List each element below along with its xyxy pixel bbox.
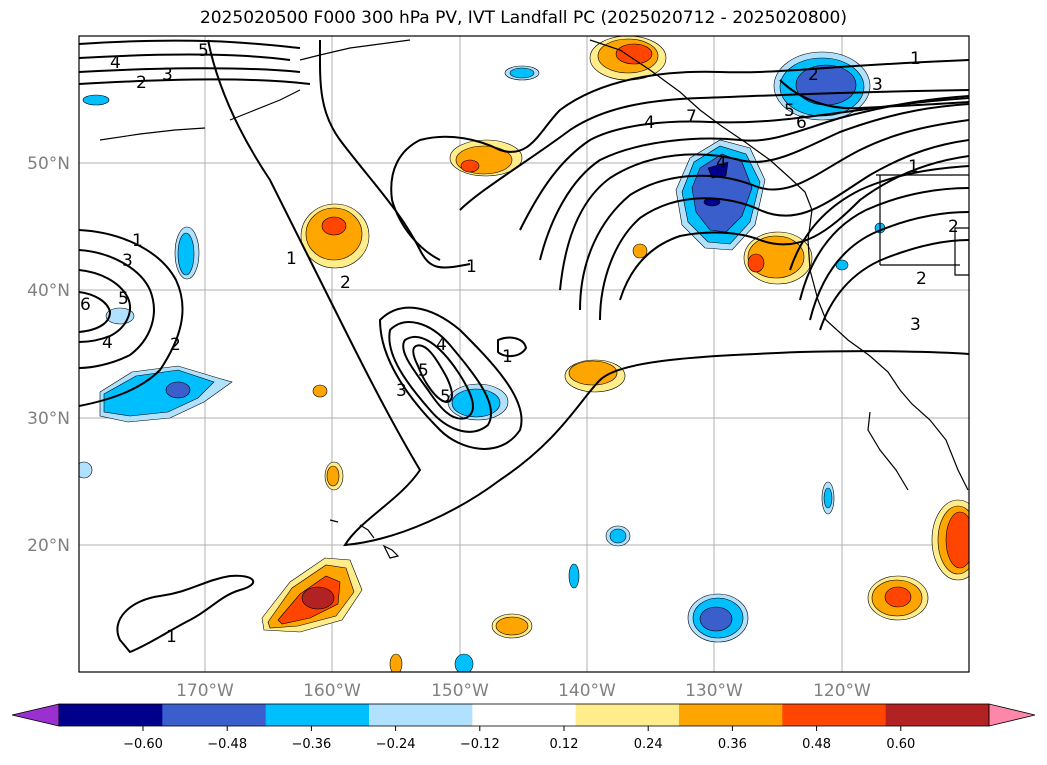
positive-anomaly-shading bbox=[261, 36, 969, 672]
contour-label: 1 bbox=[132, 231, 143, 251]
colorbar-tick-label: 0.12 bbox=[550, 737, 579, 752]
colorbar-cell bbox=[59, 704, 163, 726]
colorbar-cell bbox=[369, 704, 473, 726]
contour-label: 4 bbox=[644, 113, 655, 133]
lon-label: 160°W bbox=[303, 681, 361, 701]
contour-label: 3 bbox=[396, 381, 407, 401]
contour-label: 5 bbox=[784, 101, 795, 121]
contour-label: 2 bbox=[808, 65, 819, 85]
colorbar-cell bbox=[679, 704, 783, 726]
lat-label: 40°N bbox=[27, 281, 70, 301]
colorbar-cell bbox=[575, 704, 680, 726]
lat-label: 50°N bbox=[27, 154, 70, 174]
contour-label: 5 bbox=[118, 289, 129, 309]
contour-label: 3 bbox=[872, 75, 883, 95]
negative-anomaly-shading bbox=[79, 51, 886, 672]
contour-label: 5 bbox=[440, 387, 451, 407]
lat-label: 30°N bbox=[27, 409, 70, 429]
contour-labels: 4 5 3 2 5 1 1 2 3 4 6 5 4 2 1 2 4 5 3 1 … bbox=[80, 41, 959, 647]
colorbar-tick-label: 0.24 bbox=[634, 737, 663, 752]
contour-label: 7 bbox=[686, 107, 697, 127]
contour-label: 2 bbox=[916, 269, 927, 289]
contour-label: 6 bbox=[80, 295, 91, 315]
contour-label: 4 bbox=[436, 335, 447, 355]
colorbar-outline bbox=[58, 703, 990, 727]
contour-label: 2 bbox=[948, 217, 959, 237]
pv-contours bbox=[79, 39, 969, 654]
contour-label: 4 bbox=[716, 153, 727, 173]
contour-label: 3 bbox=[162, 65, 173, 85]
contour-label: 3 bbox=[910, 315, 921, 335]
colorbar-tick-label: 0.36 bbox=[718, 737, 747, 752]
lon-label: 170°W bbox=[176, 681, 234, 701]
contour-label: 6 bbox=[796, 113, 807, 133]
colorbar-extend-min bbox=[11, 703, 60, 727]
colorbar-cell bbox=[472, 704, 577, 726]
contour-label: 4 bbox=[110, 53, 121, 73]
colorbar-tick-label: −0.48 bbox=[207, 737, 247, 752]
contour-label: 1 bbox=[466, 257, 477, 277]
lon-label: 140°W bbox=[558, 681, 616, 701]
contour-label: 5 bbox=[198, 41, 209, 61]
colorbar-tick-label: −0.36 bbox=[291, 737, 331, 752]
coastlines bbox=[99, 39, 969, 559]
contour-label: 2 bbox=[170, 335, 181, 355]
colorbar-cell bbox=[782, 704, 887, 726]
contour-label: 2 bbox=[340, 273, 351, 293]
contour-label: 1 bbox=[910, 49, 921, 69]
colorbar-extend-max bbox=[988, 703, 1036, 727]
colorbar-tick-label: 0.60 bbox=[886, 737, 915, 752]
lon-label: 130°W bbox=[685, 681, 743, 701]
colorbar-tick-label: 0.48 bbox=[802, 737, 831, 752]
lat-label: 20°N bbox=[27, 536, 70, 556]
colorbar-ticks: −0.60 −0.48 −0.36 −0.24 −0.12 0.12 0.24 0.36 0.4… bbox=[123, 726, 915, 752]
colorbar-cell bbox=[162, 704, 267, 726]
colorbar-tick-label: −0.24 bbox=[376, 737, 416, 752]
contour-label: 2 bbox=[136, 73, 147, 93]
map-frame bbox=[78, 35, 970, 673]
contour-label: 1 bbox=[908, 157, 919, 177]
lon-label: 120°W bbox=[813, 681, 871, 701]
colorbar-cell bbox=[885, 704, 990, 726]
lon-label: 150°W bbox=[431, 681, 489, 701]
colorbar: −0.60 −0.48 −0.36 −0.24 −0.12 0.12 0.24 0.36 0.4… bbox=[11, 703, 1036, 752]
map-panel bbox=[79, 36, 969, 672]
contour-label: 5 bbox=[418, 361, 429, 381]
latitude-labels: 50°N 40°N 30°N 20°N bbox=[27, 154, 70, 556]
colorbar-cell bbox=[265, 704, 370, 726]
contour-label: 1 bbox=[166, 627, 177, 647]
contour-label: 4 bbox=[102, 333, 113, 353]
longitude-labels: 170°W 160°W 150°W 140°W 130°W 120°W bbox=[176, 681, 871, 701]
colorbar-tick-label: −0.60 bbox=[123, 737, 163, 752]
colorbar-tick-label: −0.12 bbox=[460, 737, 500, 752]
contour-label: 3 bbox=[122, 251, 133, 271]
colorbar-cells bbox=[59, 704, 990, 726]
contour-label: 1 bbox=[286, 249, 297, 269]
contour-label: 1 bbox=[502, 347, 513, 367]
page-title: 2025020500 F000 300 hPa PV, IVT Landfall… bbox=[199, 8, 847, 28]
